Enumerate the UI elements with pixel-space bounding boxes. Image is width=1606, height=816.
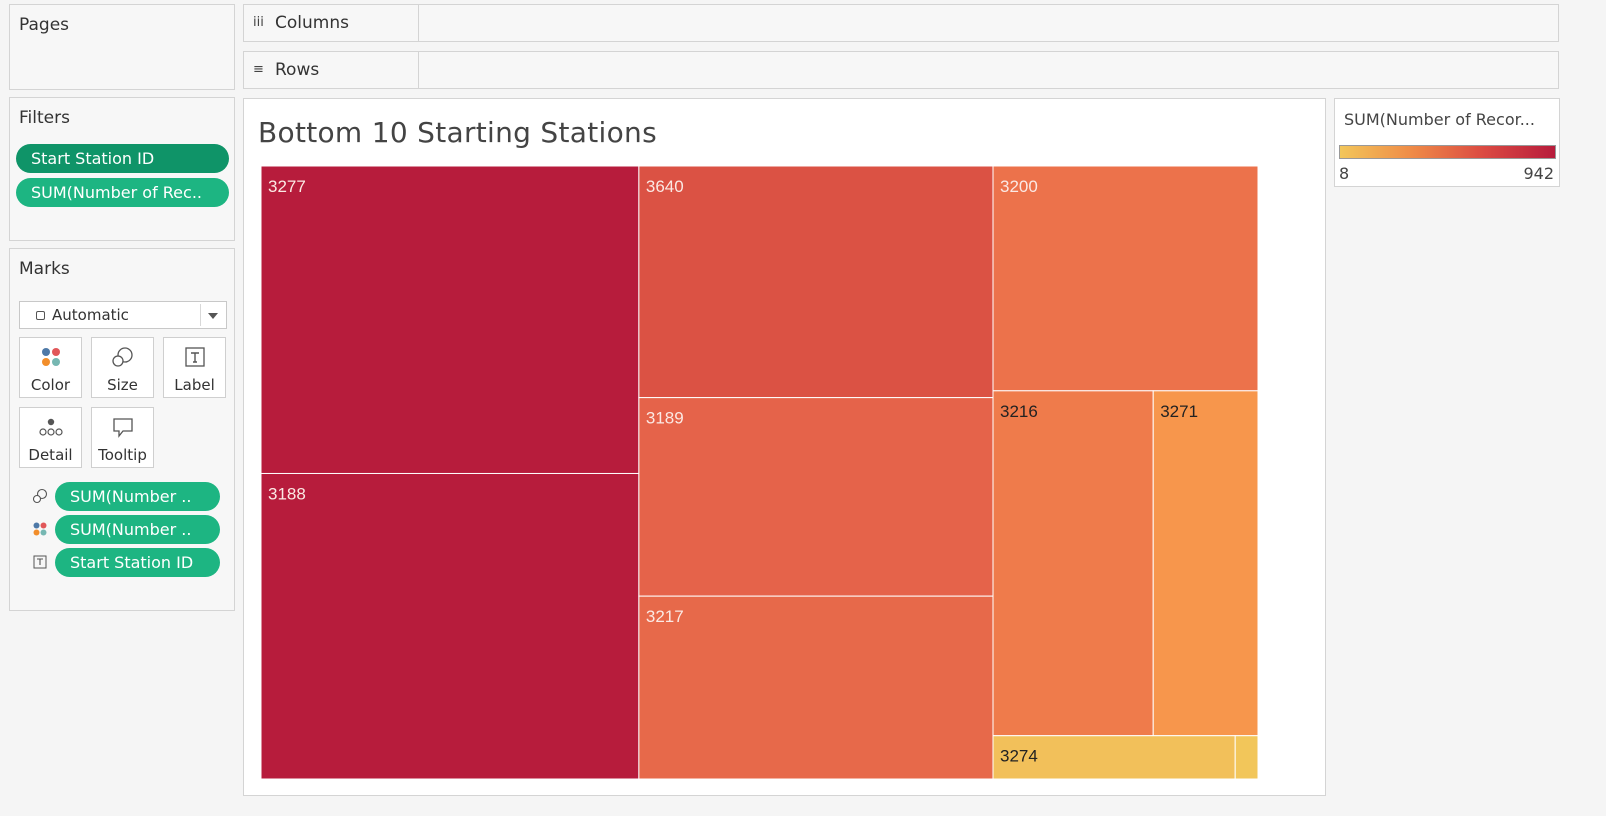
size-button-label: Size bbox=[107, 376, 138, 394]
columns-icon: iii bbox=[253, 15, 264, 30]
tooltip-button[interactable]: Tooltip bbox=[91, 407, 154, 468]
filters-title: Filters bbox=[19, 108, 70, 128]
treemap-label-3189: 3189 bbox=[646, 409, 684, 428]
rows-shelf-label-area: ≡ Rows bbox=[244, 52, 419, 88]
size-circles-icon bbox=[92, 346, 153, 368]
columns-shelf-label-area: iii Columns bbox=[244, 5, 419, 41]
legend-color-ramp bbox=[1339, 145, 1556, 159]
treemap-label-3274: 3274 bbox=[1000, 747, 1038, 766]
treemap-label-3640: 3640 bbox=[646, 177, 684, 196]
treemap-label-3271: 3271 bbox=[1160, 402, 1198, 421]
legend-title: SUM(Number of Recor... bbox=[1344, 110, 1535, 129]
square-mark-icon bbox=[36, 311, 45, 320]
treemap-cell-3188[interactable] bbox=[260, 472, 640, 780]
detail-button-label: Detail bbox=[28, 446, 73, 464]
rows-shelf[interactable]: ≡ Rows bbox=[243, 51, 1559, 89]
marks-pill-label[interactable]: Start Station ID bbox=[55, 548, 220, 577]
treemap-label-3216: 3216 bbox=[1000, 402, 1038, 421]
color-button-label: Color bbox=[30, 376, 71, 394]
legend-min-value: 8 bbox=[1339, 164, 1350, 183]
size-button[interactable]: Size bbox=[91, 337, 154, 398]
tooltip-button-label: Tooltip bbox=[98, 446, 147, 464]
marks-pill-size[interactable]: SUM(Number .. bbox=[55, 482, 220, 511]
label-t-icon bbox=[164, 346, 225, 368]
treemap-label-3277: 3277 bbox=[268, 177, 306, 196]
treemap-cell-3640[interactable] bbox=[638, 165, 994, 399]
treemap-cell-3200[interactable] bbox=[992, 165, 1259, 392]
treemap-chart[interactable]: 3277 3188 3640 3189 3217 3200 3216 3271 3274 bbox=[244, 99, 1327, 797]
treemap-label-3200: 3200 bbox=[1000, 177, 1038, 196]
label-button-label: Label bbox=[174, 376, 215, 394]
color-button[interactable]: Color bbox=[19, 337, 82, 398]
mark-type-dropdown[interactable]: Automatic bbox=[19, 301, 227, 329]
tooltip-bubble-icon bbox=[92, 416, 153, 438]
columns-label: Columns bbox=[275, 13, 349, 33]
treemap-cell-3277[interactable] bbox=[260, 165, 640, 474]
treemap-cell-unlabeled[interactable] bbox=[1234, 735, 1259, 780]
treemap-cell-3217[interactable] bbox=[638, 595, 994, 780]
label-encoding-icon bbox=[32, 554, 48, 570]
filter-pill-sum-records[interactable]: SUM(Number of Rec.. bbox=[16, 178, 229, 207]
treemap-label-3188: 3188 bbox=[268, 484, 306, 503]
pages-title: Pages bbox=[19, 15, 70, 35]
color-legend[interactable]: SUM(Number of Recor... 8 942 bbox=[1334, 98, 1560, 187]
marks-panel: Marks Automatic Color Size Label Detail … bbox=[9, 248, 235, 611]
legend-max-value: 942 bbox=[1523, 164, 1554, 183]
treemap-label-3217: 3217 bbox=[646, 607, 684, 626]
detail-dots-icon bbox=[20, 416, 81, 438]
treemap-cell-3271[interactable] bbox=[1152, 390, 1259, 737]
rows-label: Rows bbox=[275, 60, 320, 80]
filters-panel[interactable]: Filters Start Station ID SUM(Number of R… bbox=[9, 97, 235, 241]
label-button[interactable]: Label bbox=[163, 337, 226, 398]
marks-title: Marks bbox=[19, 259, 70, 279]
rows-icon: ≡ bbox=[253, 62, 264, 77]
dropdown-divider bbox=[200, 304, 201, 326]
color-dots-icon bbox=[20, 346, 81, 368]
pages-panel[interactable]: Pages bbox=[9, 4, 235, 90]
detail-button[interactable]: Detail bbox=[19, 407, 82, 468]
viz-sheet[interactable]: Bottom 10 Starting Stations 3277 3188 3640… bbox=[243, 98, 1326, 796]
size-encoding-icon bbox=[32, 488, 48, 504]
color-encoding-icon bbox=[32, 521, 48, 537]
treemap-cell-3216[interactable] bbox=[992, 390, 1154, 737]
mark-type-value: Automatic bbox=[52, 306, 129, 324]
marks-pill-color[interactable]: SUM(Number .. bbox=[55, 515, 220, 544]
treemap-cell-3274[interactable] bbox=[992, 735, 1236, 780]
sheet-title: Bottom 10 Starting Stations bbox=[258, 116, 657, 149]
columns-shelf[interactable]: iii Columns bbox=[243, 4, 1559, 42]
treemap-cell-3189[interactable] bbox=[638, 397, 994, 597]
filter-pill-start-station-id[interactable]: Start Station ID bbox=[16, 144, 229, 173]
chevron-down-icon[interactable] bbox=[208, 313, 218, 319]
